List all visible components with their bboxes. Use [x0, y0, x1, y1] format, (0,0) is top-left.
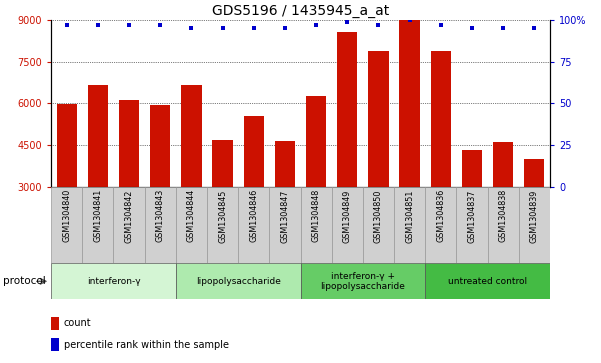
Point	[529, 25, 539, 31]
Text: GSM1304851: GSM1304851	[405, 189, 414, 242]
Bar	[300, 187, 332, 263]
Bar	[88, 85, 108, 270]
Bar	[269, 187, 300, 263]
Text: GDS5196 / 1435945_a_at: GDS5196 / 1435945_a_at	[212, 4, 389, 18]
Point	[93, 22, 103, 28]
Bar	[51, 317, 58, 330]
Point	[280, 25, 290, 31]
Point	[156, 22, 165, 28]
Text: GSM1304837: GSM1304837	[468, 189, 477, 242]
Point	[62, 22, 72, 28]
Bar	[394, 187, 426, 263]
Bar	[363, 187, 394, 263]
Point	[249, 25, 258, 31]
Bar	[426, 263, 550, 299]
Point	[498, 25, 508, 31]
Bar	[51, 338, 58, 351]
Bar	[212, 140, 233, 270]
Bar	[145, 187, 176, 263]
Bar	[82, 187, 114, 263]
Bar	[300, 263, 426, 299]
Bar	[337, 32, 358, 270]
Text: GSM1304836: GSM1304836	[436, 189, 445, 242]
Bar	[306, 96, 326, 270]
Bar	[150, 105, 170, 270]
Bar	[182, 85, 201, 270]
Bar	[456, 187, 487, 263]
Point	[311, 22, 321, 28]
Bar	[332, 187, 363, 263]
Bar	[56, 104, 77, 270]
Point	[467, 25, 477, 31]
Text: interferon-γ +
lipopolysaccharide: interferon-γ + lipopolysaccharide	[320, 272, 405, 291]
Text: GSM1304849: GSM1304849	[343, 189, 352, 242]
Bar	[119, 100, 139, 270]
Text: GSM1304846: GSM1304846	[249, 189, 258, 242]
Text: count: count	[64, 318, 91, 328]
Text: protocol: protocol	[3, 276, 46, 286]
Point	[436, 22, 445, 28]
Bar	[400, 0, 419, 270]
Text: GSM1304847: GSM1304847	[281, 189, 290, 242]
Bar	[462, 150, 482, 270]
Bar	[207, 187, 238, 263]
Text: GSM1304838: GSM1304838	[499, 189, 508, 242]
Point	[124, 22, 134, 28]
Bar	[493, 142, 513, 270]
Bar	[519, 187, 550, 263]
Bar	[426, 187, 456, 263]
Bar	[275, 141, 295, 270]
Text: GSM1304839: GSM1304839	[530, 189, 539, 242]
Text: percentile rank within the sample: percentile rank within the sample	[64, 340, 228, 350]
Bar	[176, 187, 207, 263]
Point	[218, 25, 227, 31]
Point	[374, 22, 383, 28]
Text: GSM1304840: GSM1304840	[62, 189, 71, 242]
Point	[186, 25, 196, 31]
Bar	[114, 187, 145, 263]
Text: GSM1304844: GSM1304844	[187, 189, 196, 242]
Text: GSM1304843: GSM1304843	[156, 189, 165, 242]
Text: GSM1304842: GSM1304842	[124, 189, 133, 242]
Bar	[51, 187, 82, 263]
Bar	[238, 187, 269, 263]
Text: lipopolysaccharide: lipopolysaccharide	[196, 277, 281, 286]
Text: GSM1304848: GSM1304848	[311, 189, 320, 242]
Bar	[524, 159, 545, 270]
Bar	[431, 50, 451, 270]
Bar	[243, 116, 264, 270]
Point	[343, 19, 352, 25]
Bar	[176, 263, 300, 299]
Text: GSM1304841: GSM1304841	[93, 189, 102, 242]
Bar	[487, 187, 519, 263]
Text: GSM1304850: GSM1304850	[374, 189, 383, 242]
Bar	[368, 50, 389, 270]
Text: untreated control: untreated control	[448, 277, 527, 286]
Text: GSM1304845: GSM1304845	[218, 189, 227, 242]
Bar	[51, 263, 176, 299]
Text: interferon-γ: interferon-γ	[87, 277, 140, 286]
Point	[405, 17, 415, 23]
